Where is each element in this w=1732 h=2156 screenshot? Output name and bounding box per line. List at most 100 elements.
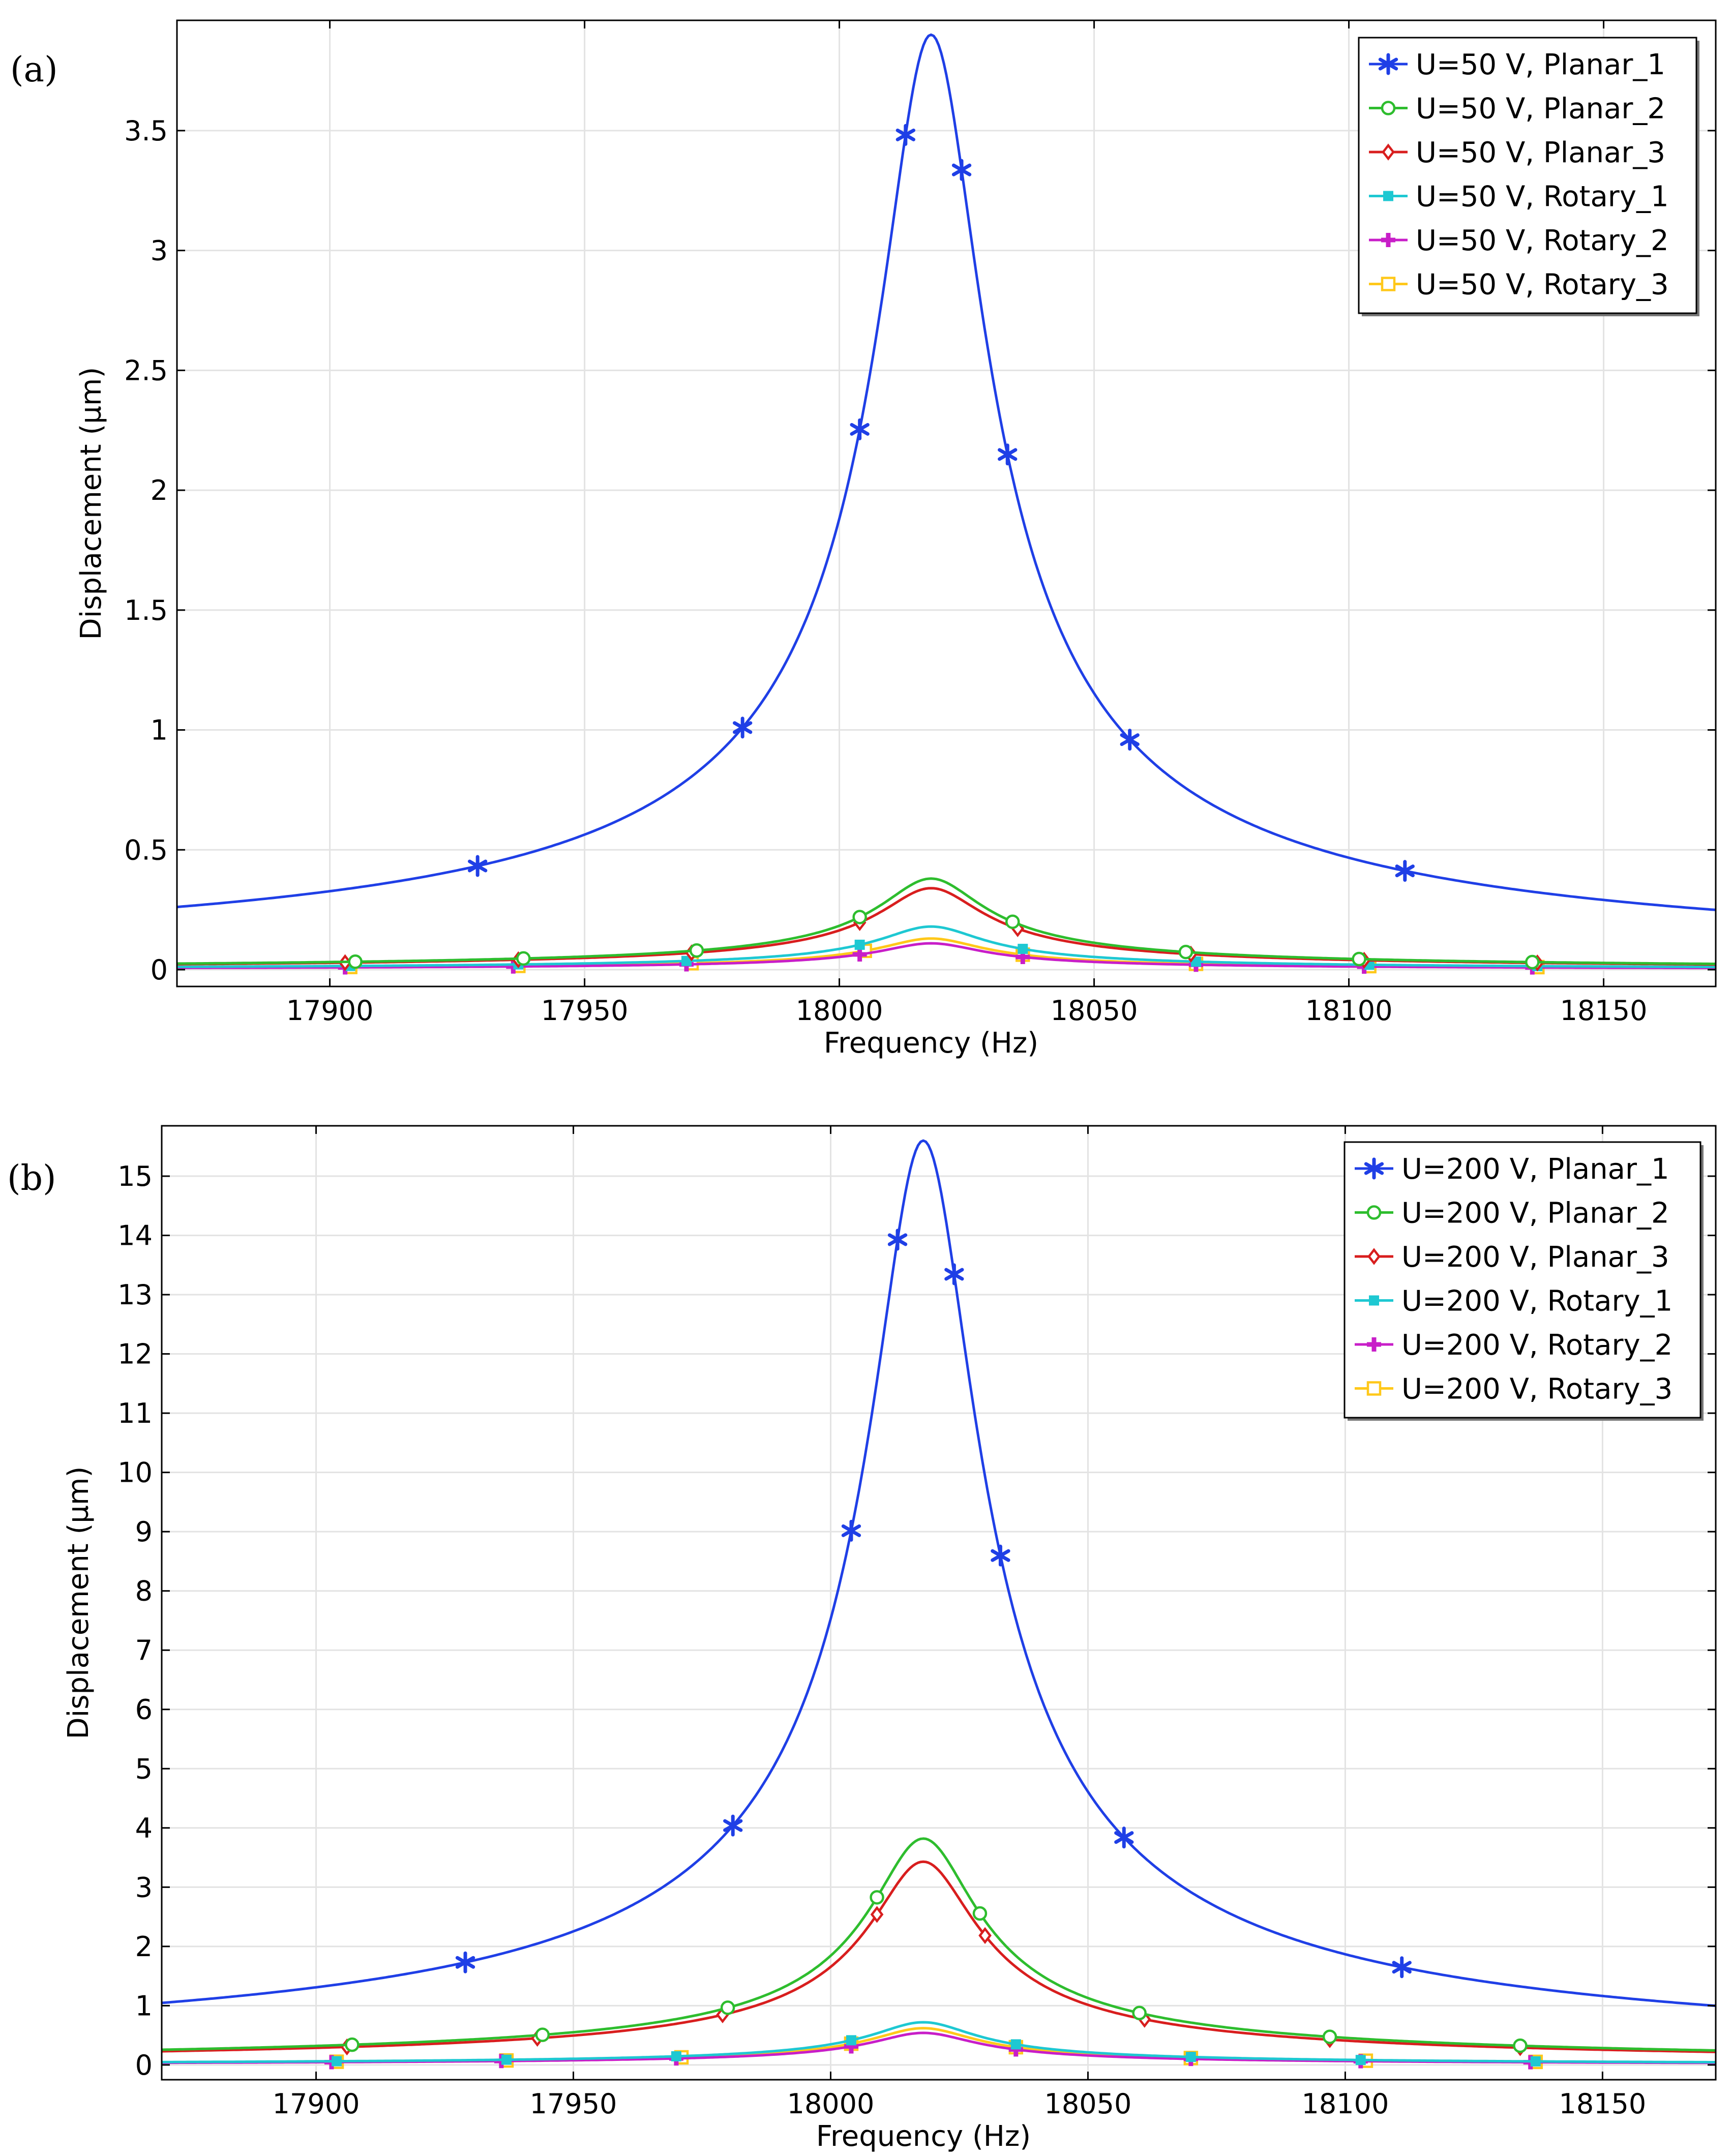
legend-entry-1: U=200 V, Planar_1 [1401, 1153, 1669, 1186]
x-axis-title: Frequency (Hz) [816, 2120, 1031, 2153]
data-point-s2-6 [1178, 944, 1193, 960]
x-tick-label: 18050 [1051, 995, 1138, 1027]
x-tick-label: 18000 [796, 995, 883, 1027]
data-point-s4-5 [1010, 2039, 1021, 2050]
data-point-s2-3 [720, 2000, 735, 2015]
legend-entry-3: U=200 V, Planar_3 [1401, 1241, 1669, 1274]
legend-marker-5 [1367, 1337, 1381, 1352]
data-point-s1-5 [951, 159, 972, 181]
series-line-2 [177, 877, 1716, 965]
y-tick-label: 3.5 [124, 115, 168, 147]
data-point-s2-8 [1525, 954, 1540, 970]
data-point-s1-1 [455, 1951, 475, 1973]
y-tick-label: 1 [151, 714, 168, 746]
legend-marker-4 [1369, 1295, 1379, 1306]
legend-entry-2: U=200 V, Planar_2 [1401, 1197, 1669, 1230]
data-point-s2-8 [1513, 2038, 1528, 2053]
y-tick-label: 4 [135, 1812, 153, 1844]
data-point-s1-7 [1114, 1826, 1134, 1849]
y-tick-label: 2 [135, 1931, 153, 1963]
data-point-s1-2 [733, 716, 753, 739]
y-tick-label: 11 [117, 1397, 153, 1429]
x-tick-label: 17950 [541, 995, 629, 1027]
data-point-s2-4 [870, 1890, 884, 1905]
y-tick-label: 3 [151, 235, 168, 267]
x-tick-label: 18150 [1560, 995, 1648, 1027]
y-tick-label: 9 [135, 1516, 153, 1548]
data-point-s1-5 [944, 1263, 964, 1285]
x-tick-label: 17900 [273, 2088, 360, 2120]
data-point-s1-8 [1392, 1956, 1412, 1979]
data-point-s4-3 [681, 955, 692, 966]
data-point-s2-4 [852, 910, 867, 924]
x-tick-label: 18050 [1044, 2088, 1132, 2120]
data-point-s1-4 [887, 1229, 908, 1251]
legend-marker-1 [1378, 53, 1398, 75]
series-group [177, 33, 1716, 975]
y-tick-label: 12 [117, 1338, 153, 1370]
legend-entry-3: U=50 V, Planar_3 [1416, 136, 1665, 169]
legend-box [1358, 37, 1697, 314]
data-point-s1-2 [723, 1814, 743, 1837]
y-tick-label: 8 [135, 1575, 153, 1607]
legend-marker-6 [1381, 277, 1396, 291]
data-point-s4-3 [671, 2051, 681, 2061]
data-point-s2-3 [689, 943, 704, 958]
data-point-s2-5 [972, 1906, 988, 1921]
legend-entry-1: U=50 V, Planar_1 [1416, 48, 1665, 81]
y-tick-label: 5 [135, 1753, 153, 1785]
data-point-s1-3 [850, 418, 870, 440]
legend-marker-3 [1382, 143, 1395, 161]
data-point-s4-4 [854, 939, 865, 950]
series-line-1 [177, 33, 1716, 911]
legend-entry-5: U=200 V, Rotary_2 [1401, 1329, 1673, 1362]
legend-marker-1 [1364, 1157, 1384, 1180]
y-tick-label: 6 [135, 1694, 153, 1726]
data-point-s2-1 [348, 954, 363, 969]
legend-marker-2 [1381, 101, 1396, 115]
legend: U=50 V, Planar_1 U=50 V, Planar_2 U=50 V, … [1358, 37, 1699, 316]
data-point-s4-2 [501, 2054, 512, 2065]
legend-marker-2 [1366, 1205, 1382, 1220]
series-line-4 [162, 2021, 1716, 2063]
y-tick-label: 1.5 [124, 594, 168, 626]
legend-entry-5: U=50 V, Rotary_2 [1416, 224, 1669, 257]
data-point-s2-7 [1322, 2029, 1337, 2044]
y-tick-label: 1 [135, 1990, 153, 2022]
legend-marker-5 [1381, 233, 1395, 247]
data-point-s2-6 [1132, 2005, 1147, 2021]
data-point-s4-6 [1185, 2052, 1196, 2062]
data-point-s1-1 [468, 855, 488, 877]
y-axis-title: Displacement (µm) [75, 367, 108, 640]
data-point-s2-1 [345, 2037, 360, 2052]
y-tick-label: 14 [117, 1220, 153, 1252]
series-line-3 [162, 1860, 1716, 2053]
x-tick-label: 17900 [286, 995, 374, 1027]
chart-panel-b: 17900 17950 18000 18050 18100 181500123456789… [7, 1125, 1717, 2153]
plot-frame [161, 1125, 1717, 2081]
data-point-s1-6 [998, 443, 1018, 466]
series-line-4 [177, 925, 1716, 969]
x-tick-label: 18000 [787, 2088, 875, 2120]
y-tick-label: 15 [117, 1160, 153, 1192]
x-tick-label: 18100 [1305, 995, 1393, 1027]
data-point-s1-8 [1395, 860, 1415, 882]
data-point-s2-5 [1005, 914, 1020, 929]
data-point-s3-4 [870, 1906, 884, 1923]
legend-marker-4 [1383, 191, 1393, 201]
x-axis-title: Frequency (Hz) [824, 1027, 1038, 1060]
data-point-s2-7 [1352, 951, 1366, 967]
data-point-s2-2 [516, 951, 531, 966]
legend-entry-2: U=50 V, Planar_2 [1416, 93, 1665, 126]
data-point-s4-5 [1018, 944, 1028, 954]
y-tick-label: 13 [117, 1279, 153, 1311]
legend-entry-6: U=50 V, Rotary_3 [1416, 268, 1669, 302]
y-tick-label: 2 [151, 474, 168, 506]
chart-panel-a: 17900 17950 18000 18050 18100 18150 0 0.5 1 1.5 2 2… [10, 19, 1717, 1060]
series-group [162, 1139, 1716, 2070]
y-tick-label: 2.5 [124, 354, 168, 386]
plot-frame [176, 19, 1717, 987]
data-point-s1-3 [841, 1519, 861, 1542]
legend-entry-4: U=200 V, Rotary_1 [1401, 1285, 1673, 1318]
